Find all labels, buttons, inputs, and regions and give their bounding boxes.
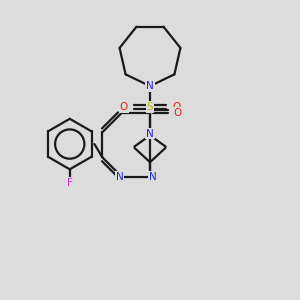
Text: S: S [147,102,153,112]
Text: O: O [120,102,128,112]
Text: F: F [67,178,73,188]
Text: N: N [148,172,156,182]
Text: O: O [172,102,180,112]
Text: N: N [116,172,123,182]
Text: N: N [146,81,154,91]
Text: O: O [173,108,182,118]
Text: N: N [146,129,154,139]
